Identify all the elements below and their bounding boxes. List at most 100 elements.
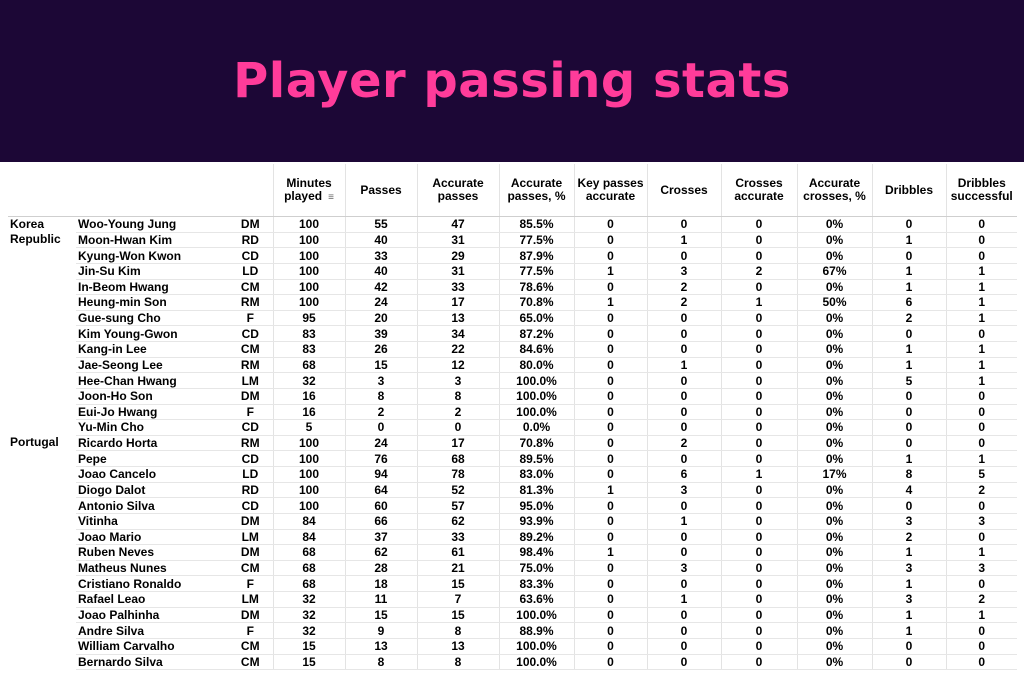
- stat-cell: 0%: [796, 341, 872, 358]
- stat-cell: 0%: [796, 513, 872, 530]
- stat-cell: 0: [573, 607, 647, 624]
- stat-cell: 0: [416, 419, 499, 436]
- column-header-label: Dribbles successful: [950, 176, 1013, 203]
- player-position: CD: [228, 497, 273, 514]
- stat-cell: 0: [720, 591, 797, 608]
- player-position: DM: [228, 544, 273, 561]
- player-position: RM: [228, 435, 273, 452]
- column-header[interactable]: Crosses: [646, 164, 721, 217]
- stat-cell: 15: [416, 607, 499, 624]
- table-row: Rafael Leao LM 32 11 7 63.6% 0 1 0 0% 3 2: [8, 591, 1017, 608]
- stat-cell: 1: [945, 294, 1017, 311]
- stat-cell: 89.5%: [498, 450, 574, 467]
- stat-cell: 11: [344, 591, 417, 608]
- player-name: William Carvalho: [76, 638, 228, 655]
- stat-cell: 1: [945, 357, 1017, 374]
- stat-cell: 0: [646, 544, 721, 561]
- column-header[interactable]: Dribbles successful: [945, 164, 1017, 217]
- player-name: Kang-in Lee: [76, 341, 228, 358]
- stat-cell: 1: [646, 232, 721, 249]
- stat-cell: 1: [573, 544, 647, 561]
- column-header[interactable]: Accurate crosses, %: [796, 164, 872, 217]
- stat-cell: 0: [573, 404, 647, 421]
- player-name: Rafael Leao: [76, 591, 228, 608]
- player-position: DM: [228, 388, 273, 405]
- player-name: Moon-Hwan Kim: [76, 232, 228, 249]
- stat-cell: 32: [272, 372, 345, 389]
- player-name: Woo-Young Jung: [76, 216, 228, 233]
- stat-cell: 0: [945, 529, 1017, 546]
- stat-cell: 78: [416, 466, 499, 483]
- stat-cell: 0: [573, 216, 647, 233]
- stat-cell: 64: [344, 482, 417, 499]
- stat-cell: 76: [344, 450, 417, 467]
- player-name: Kim Young-Gwon: [76, 325, 228, 342]
- stat-cell: 2: [416, 404, 499, 421]
- stat-cell: 0: [573, 325, 647, 342]
- stat-cell: 6: [646, 466, 721, 483]
- column-header[interactable]: Passes: [344, 164, 417, 217]
- player-position: CM: [228, 560, 273, 577]
- stat-cell: 0: [573, 529, 647, 546]
- stat-cell: 0%: [796, 279, 872, 296]
- player-name: Eui-Jo Hwang: [76, 404, 228, 421]
- stat-cell: 78.6%: [498, 279, 574, 296]
- player-name: Joao Palhinha: [76, 607, 228, 624]
- player-position: CD: [228, 325, 273, 342]
- player-name: Joao Cancelo: [76, 466, 228, 483]
- stat-cell: 34: [416, 325, 499, 342]
- table-row: Yu-Min Cho CD 5 0 0 0.0% 0 0 0 0% 0 0: [8, 419, 1017, 436]
- stat-cell: 8: [416, 654, 499, 671]
- stat-cell: 0: [646, 529, 721, 546]
- stat-cell: 0%: [796, 216, 872, 233]
- player-position: RM: [228, 357, 273, 374]
- team-name: Korea Republic: [10, 217, 61, 246]
- stat-cell: 0: [646, 325, 721, 342]
- stats-table: Minutes played ≡ Passes Accurate passes Accu…: [8, 164, 1017, 671]
- stat-cell: 0: [720, 638, 797, 655]
- stat-cell: 0.0%: [498, 419, 574, 436]
- stat-cell: 100.0%: [498, 638, 574, 655]
- player-name: Yu-Min Cho: [76, 419, 228, 436]
- table-row: Portugal Ricardo Horta RM 100 24 17 70.8% 0 2 0 0%…: [8, 435, 1017, 452]
- stat-cell: 29: [416, 247, 499, 264]
- stat-cell: 2: [646, 294, 721, 311]
- player-position: LM: [228, 529, 273, 546]
- sort-icon[interactable]: ≡: [328, 191, 334, 203]
- stat-cell: 1: [646, 357, 721, 374]
- column-header[interactable]: Accurate passes, %: [498, 164, 574, 217]
- column-header[interactable]: Dribbles: [871, 164, 946, 217]
- column-header[interactable]: Crosses accurate: [720, 164, 797, 217]
- stat-cell: 16: [272, 388, 345, 405]
- stat-cell: 0: [720, 279, 797, 296]
- stat-cell: 0: [945, 247, 1017, 264]
- column-header[interactable]: Minutes played ≡: [272, 164, 345, 217]
- stat-cell: 0: [720, 325, 797, 342]
- column-header[interactable]: Key passes accurate: [573, 164, 647, 217]
- stat-cell: 0: [945, 622, 1017, 639]
- table-row: Joao Palhinha DM 32 15 15 100.0% 0 0 0 0% 1 1: [8, 607, 1017, 624]
- stat-cell: 0: [573, 341, 647, 358]
- stat-cell: 17: [416, 435, 499, 452]
- stat-cell: 15: [344, 357, 417, 374]
- stat-cell: 0: [573, 388, 647, 405]
- stat-cell: 0%: [796, 325, 872, 342]
- stat-cell: 0: [720, 435, 797, 452]
- stat-cell: 0%: [796, 575, 872, 592]
- stat-cell: 80.0%: [498, 357, 574, 374]
- table-row: Bernardo Silva CM 15 8 8 100.0% 0 0 0 0% 0 0: [8, 654, 1017, 671]
- stat-cell: 68: [272, 357, 345, 374]
- stat-cell: 0%: [796, 419, 872, 436]
- player-position: F: [228, 622, 273, 639]
- stat-cell: 20: [344, 310, 417, 327]
- column-header[interactable]: Accurate passes: [416, 164, 499, 217]
- stat-cell: 3: [646, 482, 721, 499]
- stat-cell: 0%: [796, 372, 872, 389]
- stat-cell: 0: [646, 575, 721, 592]
- player-position: LD: [228, 263, 273, 280]
- header-position: [228, 164, 273, 217]
- column-header-label: Accurate passes: [432, 176, 484, 203]
- stat-cell: 100.0%: [498, 654, 574, 671]
- stat-cell: 0: [646, 372, 721, 389]
- stat-cell: 0%: [796, 232, 872, 249]
